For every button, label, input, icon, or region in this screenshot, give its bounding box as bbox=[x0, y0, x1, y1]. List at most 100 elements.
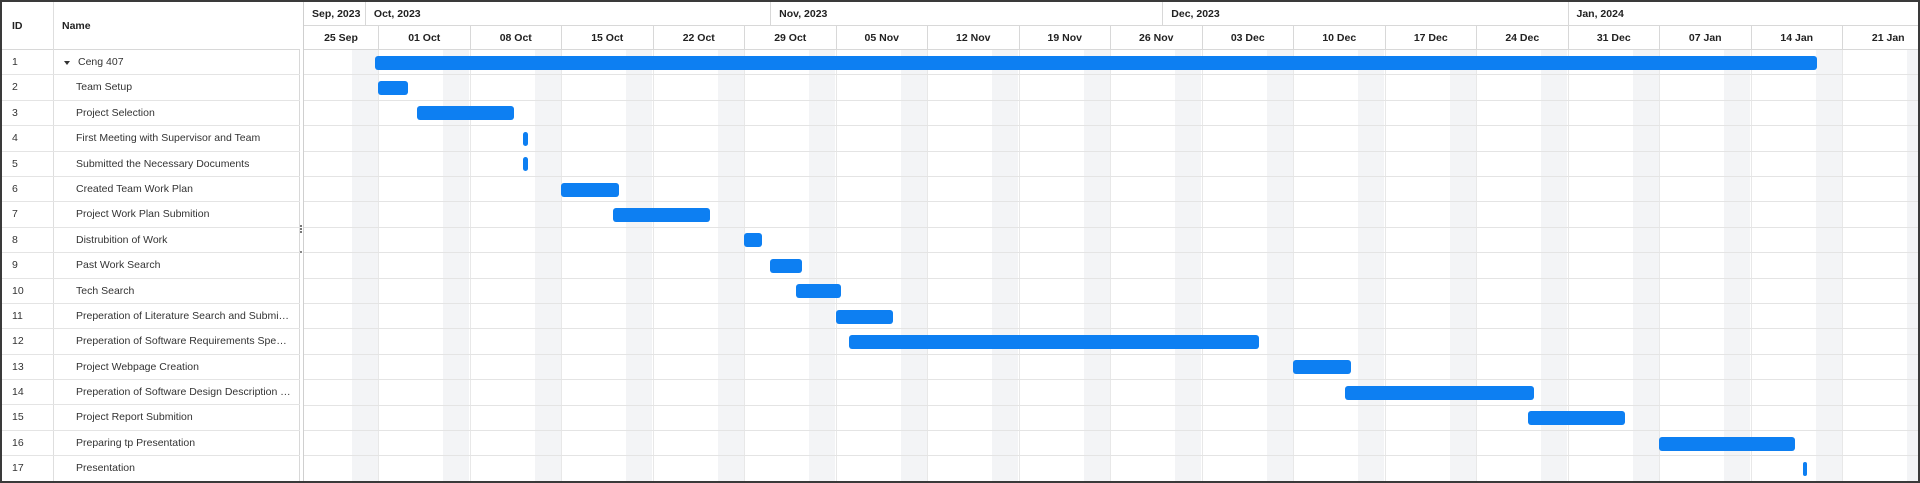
week-label: 24 Dec bbox=[1476, 26, 1568, 50]
task-name: Submitted the Necessary Documents bbox=[76, 157, 250, 170]
task-row[interactable]: 8 Distrubition of Work bbox=[2, 228, 300, 254]
task-bar[interactable] bbox=[378, 80, 409, 95]
task-bar[interactable] bbox=[523, 157, 528, 172]
task-row[interactable]: 12 Preperation of Software Requirements S… bbox=[2, 329, 300, 355]
week-label: 19 Nov bbox=[1018, 26, 1111, 50]
week-gridline bbox=[561, 50, 562, 481]
task-name: Preperation of Software Design Descripti… bbox=[76, 386, 291, 399]
task-bar[interactable] bbox=[1293, 360, 1351, 375]
task-bar[interactable] bbox=[613, 207, 710, 222]
week-gridline bbox=[1384, 50, 1386, 481]
task-bar[interactable] bbox=[1528, 411, 1625, 426]
week-gridline bbox=[1750, 50, 1752, 481]
column-header-id[interactable]: ID bbox=[12, 20, 23, 32]
task-bar[interactable] bbox=[744, 233, 763, 248]
week-gridline bbox=[469, 50, 471, 481]
task-id: 16 bbox=[12, 436, 24, 449]
week-label: 15 Oct bbox=[561, 26, 653, 50]
task-row[interactable]: 1 Ceng 407 bbox=[2, 50, 300, 76]
task-id: 5 bbox=[12, 157, 18, 170]
week-label: 26 Nov bbox=[1110, 26, 1202, 50]
collapse-caret-icon[interactable] bbox=[64, 61, 70, 65]
week-gridline bbox=[835, 50, 837, 481]
task-bar[interactable] bbox=[523, 131, 528, 146]
task-row[interactable]: 2 Team Setup bbox=[2, 75, 300, 101]
task-row[interactable]: 17 Presentation bbox=[2, 456, 300, 481]
splitter-grip-icon[interactable] bbox=[300, 224, 303, 236]
row-gridline bbox=[304, 74, 1918, 76]
task-row[interactable]: 14 Preperation of Software Design Descrip… bbox=[2, 380, 300, 406]
task-bar[interactable] bbox=[770, 258, 802, 273]
task-name: Tech Search bbox=[76, 284, 135, 297]
row-gridline bbox=[304, 176, 1918, 177]
task-bar[interactable] bbox=[375, 55, 1818, 70]
task-name: Preperation of Literature Search and Sub… bbox=[76, 309, 291, 322]
splitter-grip-icon-lower[interactable] bbox=[300, 250, 303, 256]
task-bar[interactable] bbox=[1659, 436, 1795, 451]
pane-splitter[interactable] bbox=[300, 2, 304, 481]
week-label: 29 Oct bbox=[744, 26, 836, 50]
weekend-shade bbox=[900, 50, 927, 481]
task-bar[interactable] bbox=[835, 309, 893, 324]
task-name: Ceng 407 bbox=[78, 56, 124, 68]
task-bar[interactable] bbox=[1345, 385, 1534, 400]
week-label: 21 Jan bbox=[1842, 26, 1918, 50]
task-bar[interactable] bbox=[796, 284, 841, 299]
grid-body: 1 Ceng 407 2 Team Setup 3 Project Selection 4 F… bbox=[2, 50, 300, 481]
timeline-chart: Sep, 2023 Oct, 2023 Nov, 2023 Dec, 2023 Jan,… bbox=[304, 2, 1918, 481]
task-id: 15 bbox=[12, 411, 24, 424]
week-label: 12 Nov bbox=[927, 26, 1019, 50]
week-gridline bbox=[927, 50, 928, 481]
weekend-shade bbox=[443, 50, 470, 481]
task-bar[interactable] bbox=[561, 182, 619, 197]
task-row[interactable]: 11 Preperation of Literature Search and S… bbox=[2, 304, 300, 330]
task-id: 7 bbox=[12, 208, 18, 221]
week-label: 31 Dec bbox=[1567, 26, 1660, 50]
row-gridline bbox=[304, 201, 1918, 203]
task-row[interactable]: 9 Past Work Search bbox=[2, 253, 300, 279]
week-label: 05 Nov bbox=[835, 26, 928, 50]
task-id: 17 bbox=[12, 462, 24, 475]
weekend-shade bbox=[809, 50, 836, 481]
column-header-name[interactable]: Name bbox=[62, 20, 91, 32]
task-id: 6 bbox=[12, 182, 18, 195]
week-gridline bbox=[1567, 50, 1569, 481]
task-row[interactable]: 13 Project Webpage Creation bbox=[2, 355, 300, 381]
week-label: 08 Oct bbox=[469, 26, 562, 50]
task-id: 12 bbox=[12, 335, 24, 348]
week-gridline bbox=[652, 50, 654, 481]
week-gridline bbox=[1659, 50, 1660, 481]
task-row[interactable]: 7 Project Work Plan Submition bbox=[2, 202, 300, 228]
row-gridline bbox=[304, 455, 1918, 457]
weekend-shade bbox=[534, 50, 561, 481]
task-row[interactable]: 3 Project Selection bbox=[2, 101, 300, 127]
weekend-shade bbox=[717, 50, 744, 481]
task-id: 9 bbox=[12, 259, 18, 272]
row-gridline bbox=[304, 252, 1918, 254]
weekend-shade bbox=[1724, 50, 1751, 481]
week-label: 10 Dec bbox=[1293, 26, 1385, 50]
task-bar[interactable] bbox=[1802, 461, 1808, 476]
task-id: 10 bbox=[12, 284, 24, 297]
task-id: 11 bbox=[12, 309, 23, 322]
task-bar[interactable] bbox=[417, 106, 514, 121]
week-gridline bbox=[1110, 50, 1111, 481]
timeline-months: Sep, 2023 Oct, 2023 Nov, 2023 Dec, 2023 Jan,… bbox=[304, 2, 1918, 26]
weekend-shade bbox=[1449, 50, 1476, 481]
week-label: 25 Sep bbox=[324, 32, 358, 44]
row-gridline bbox=[304, 226, 1918, 228]
task-row[interactable]: 15 Project Report Submition bbox=[2, 405, 300, 431]
task-bar[interactable] bbox=[848, 334, 1259, 349]
column-divider[interactable] bbox=[53, 2, 54, 481]
week-gridline bbox=[744, 50, 745, 481]
row-gridline bbox=[304, 150, 1918, 152]
task-row[interactable]: 6 Created Team Work Plan bbox=[2, 177, 300, 203]
task-row[interactable]: 10 Tech Search bbox=[2, 279, 300, 304]
month-label: Jan, 2024 bbox=[1567, 2, 1919, 26]
task-row[interactable]: 5 Submitted the Necessary Documents bbox=[2, 152, 300, 177]
task-row[interactable]: 16 Preparing tp Presentation bbox=[2, 431, 300, 457]
task-name: Past Work Search bbox=[76, 259, 161, 272]
week-gridline bbox=[1293, 50, 1294, 481]
weekend-shade bbox=[1541, 50, 1568, 481]
task-row[interactable]: 4 First Meeting with Supervisor and Team bbox=[2, 126, 300, 152]
